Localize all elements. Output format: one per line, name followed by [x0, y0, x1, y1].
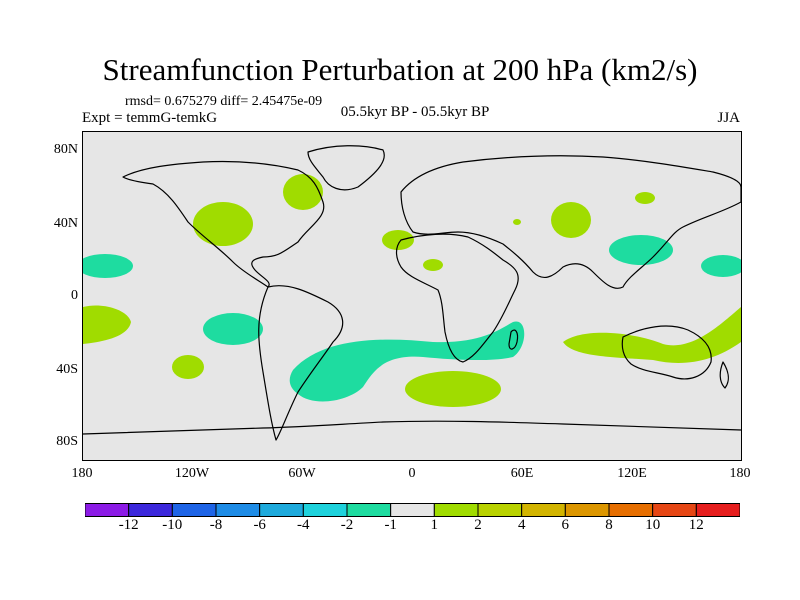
anomaly-positive	[423, 259, 443, 271]
colorbar-swatch	[564, 503, 610, 517]
colorbar-label: -8	[209, 517, 223, 533]
map-canvas	[83, 145, 741, 441]
coastline-australia	[621, 325, 712, 380]
anomaly-positive	[283, 174, 323, 210]
coastlines	[83, 145, 741, 441]
lon-label-180e: 180	[729, 466, 751, 481]
lat-label-0: 0	[71, 288, 78, 303]
colorbar	[85, 503, 740, 517]
colorbar-swatch	[521, 503, 566, 517]
lon-label-0: 0	[408, 466, 416, 481]
colorbar-label: 2	[474, 517, 482, 533]
lon-label-120e: 120E	[617, 466, 647, 481]
map-panel	[82, 131, 742, 461]
anomaly-positive	[83, 305, 131, 344]
colorbar-swatch	[652, 503, 697, 517]
colorbar-swatch	[215, 503, 261, 517]
coastline-south-america	[258, 285, 344, 441]
colorbar-swatch	[259, 503, 304, 517]
colorbar-swatch	[433, 503, 479, 517]
coastline-eurasia	[400, 155, 741, 289]
colorbar-label: -6	[253, 517, 266, 533]
lat-label-40n: 40N	[53, 216, 78, 231]
anomaly-negative	[609, 235, 673, 265]
colorbar-swatch	[390, 503, 435, 517]
colorbar-label: 4	[517, 517, 526, 533]
coastline-greenland	[307, 145, 385, 191]
anomaly-positive	[172, 355, 204, 379]
colorbar-swatch	[85, 503, 130, 517]
anomaly-fields	[83, 174, 741, 407]
lon-label-180w: 180	[71, 466, 93, 481]
anomaly-positive	[635, 192, 655, 204]
anomaly-positive	[563, 307, 741, 363]
colorbar-swatch	[608, 503, 654, 517]
season-label: JJA	[717, 110, 740, 126]
period-label: 05.5kyr BP - 05.5kyr BP	[340, 104, 490, 120]
anomaly-positive	[708, 338, 718, 346]
colorbar-label: -2	[340, 517, 354, 533]
colorbar-swatch	[171, 503, 217, 517]
coastline-new-zealand	[719, 361, 729, 389]
coastline-antarctica	[83, 420, 741, 435]
anomaly-positive	[551, 202, 591, 238]
plot-title: Streamfunction Perturbation at 200 hPa (…	[102, 52, 698, 87]
lat-label-80n: 80N	[53, 142, 78, 157]
colorbar-label: 8	[605, 517, 613, 533]
anomaly-negative	[289, 321, 525, 402]
colorbar-label: -10	[162, 517, 183, 533]
colorbar-swatch	[477, 503, 523, 517]
colorbar-label: 10	[645, 517, 661, 533]
anomaly-positive	[405, 371, 501, 407]
lon-label-120w: 120W	[174, 466, 210, 481]
lon-label-60e: 60E	[510, 466, 534, 481]
stats-text: rmsd= 0.675279 diff= 2.45475e-09	[125, 94, 323, 109]
colorbar-swatch	[346, 503, 392, 517]
colorbar-swatches	[85, 503, 740, 517]
experiment-label: Expt = temmG-temkG	[82, 110, 218, 126]
colorbar-label: 12	[688, 517, 704, 533]
anomaly-positive	[193, 202, 253, 246]
colorbar-label: -1	[384, 517, 397, 533]
anomaly-negative	[701, 255, 741, 277]
colorbar-label: -12	[118, 517, 139, 533]
lat-label-80s: 80S	[56, 434, 78, 449]
coastline-africa	[395, 233, 519, 363]
anomaly-positive	[513, 219, 521, 225]
coastline-north-america	[122, 160, 325, 288]
anomaly-negative	[83, 254, 133, 278]
colorbar-label: 1	[430, 517, 439, 533]
lon-label-60w: 60W	[288, 466, 316, 481]
colorbar-swatch	[695, 503, 740, 517]
colorbar-label: -4	[297, 517, 310, 533]
lat-label-40s: 40S	[56, 362, 78, 377]
coastline-madagascar	[508, 329, 519, 350]
anomaly-negative	[203, 313, 263, 345]
colorbar-swatch	[128, 503, 173, 517]
colorbar-label: 6	[561, 517, 570, 533]
colorbar-swatch	[302, 503, 348, 517]
anomaly-positive	[382, 230, 414, 250]
